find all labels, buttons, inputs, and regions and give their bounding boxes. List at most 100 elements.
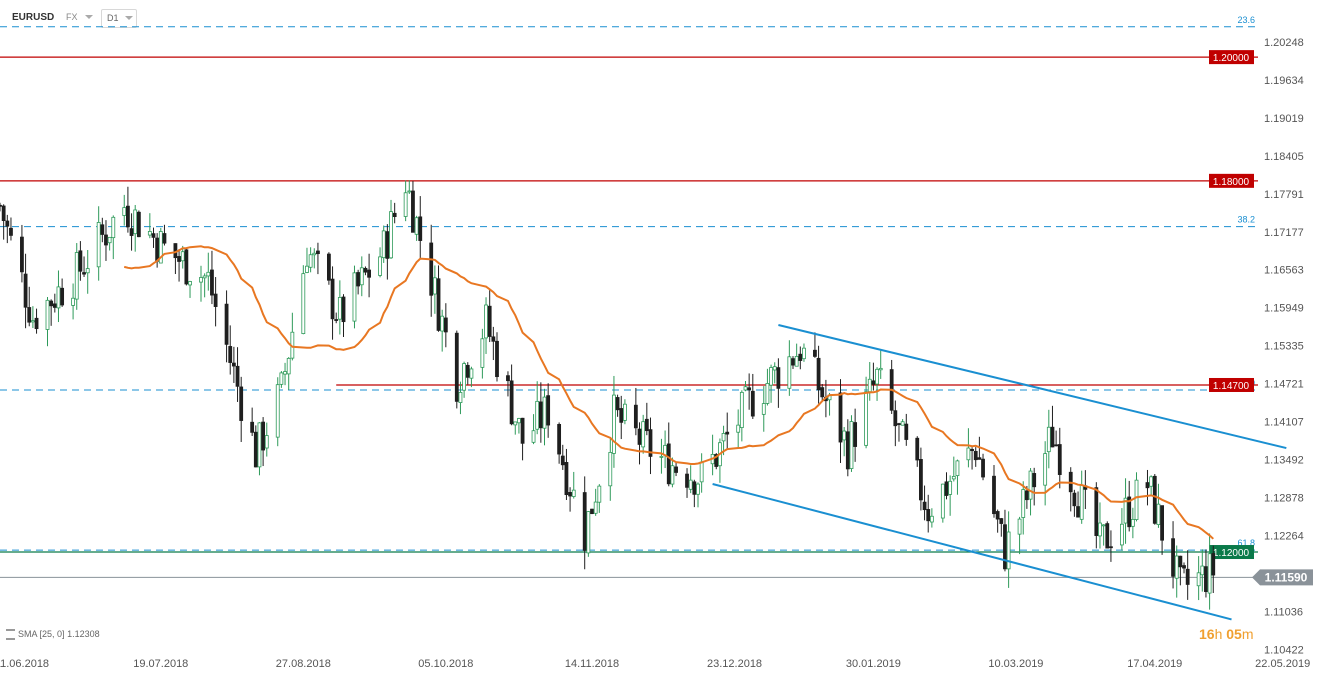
countdown-minutes-unit: m (1241, 626, 1254, 642)
candle-body (864, 391, 868, 446)
candle-body (992, 475, 996, 515)
candle-body (981, 458, 985, 478)
candle-body (973, 450, 978, 461)
candle-body (1119, 523, 1124, 546)
candle-body (1182, 565, 1186, 569)
candle-body (977, 457, 982, 460)
y-tick-label: 1.19634 (1264, 75, 1304, 87)
x-tick-label: 05.10.2018 (418, 658, 473, 670)
candle-body (484, 304, 488, 339)
candle-body (688, 479, 693, 490)
candle-body (356, 272, 361, 287)
candle-body (1046, 426, 1051, 453)
candle-body (432, 277, 437, 295)
candle-body (100, 224, 105, 235)
candle-body (590, 508, 594, 515)
candle-body (593, 501, 598, 514)
candle-body (224, 303, 229, 345)
candle-body (513, 421, 518, 426)
timeframe-selector[interactable]: D1 (101, 9, 137, 28)
candle-body (480, 338, 485, 368)
candle-body (341, 296, 346, 323)
candle-body (1200, 565, 1205, 576)
candle-body (104, 234, 108, 246)
candle-body (608, 452, 613, 487)
candle-body (871, 380, 876, 385)
y-tick-label: 1.12264 (1264, 531, 1304, 543)
candle-body (462, 363, 467, 391)
sma-indicator-legend[interactable]: SMA [25, 0] 1.12308 (6, 629, 100, 641)
candle-body (802, 347, 806, 360)
candle-body (1006, 531, 1011, 570)
candle-body (1171, 538, 1175, 577)
candle-body (1207, 553, 1212, 594)
candle-body (330, 278, 335, 320)
x-tick-label: 30.01.2019 (846, 658, 901, 670)
candle-body (1079, 484, 1084, 520)
candle-body (9, 227, 13, 236)
candle-body (1156, 503, 1161, 525)
x-tick-label: 23.12.2018 (707, 658, 762, 670)
candle-body (904, 423, 909, 440)
candle-body (20, 236, 24, 273)
candle-countdown: 16h 05m (1199, 626, 1254, 642)
candle-body (776, 367, 781, 389)
candle-body (411, 190, 415, 233)
candle-body (564, 462, 569, 496)
candle-body (184, 249, 189, 285)
x-tick-label: 17.04.2019 (1127, 658, 1182, 670)
candle-body (542, 396, 547, 429)
candle-body (407, 190, 412, 193)
candle-body (743, 386, 748, 391)
candle-body (1178, 555, 1183, 568)
source-selector[interactable]: FX (66, 12, 78, 22)
candle-body (301, 273, 306, 334)
candle-body (23, 273, 28, 308)
candle-body (1109, 546, 1113, 549)
candle-body (922, 501, 927, 511)
candle-body (381, 230, 386, 259)
candle-body (531, 430, 536, 443)
candle-body (1050, 426, 1055, 448)
x-tick-label: 19.07.2018 (133, 658, 188, 670)
y-tick-label: 1.20248 (1264, 37, 1304, 49)
candle-body (747, 387, 752, 391)
candle-body (487, 305, 492, 337)
candle-body (867, 378, 872, 393)
candles-group (0, 180, 1216, 610)
candle-body (389, 211, 393, 259)
current-price-tag (1252, 569, 1313, 586)
candle-body (1032, 473, 1037, 488)
level-tag-label: 1.18000 (1213, 177, 1250, 188)
candle-body (714, 454, 719, 467)
candle-body (615, 397, 620, 411)
candle-body (1072, 492, 1077, 507)
candle-body (571, 489, 576, 497)
symbol-label[interactable]: EURUSD (12, 12, 55, 23)
candle-body (750, 390, 755, 417)
candle-body (999, 518, 1004, 524)
level-tag-label: 1.20000 (1213, 53, 1250, 64)
candle-body (136, 211, 141, 238)
indicator-icon (6, 629, 15, 641)
candle-body (206, 271, 211, 277)
candle-body (5, 220, 10, 227)
fib-level-label: 38.2 (1237, 215, 1255, 225)
candle-body (202, 275, 207, 279)
candle-body (619, 408, 624, 423)
candle-body (429, 242, 434, 296)
level-tag (1209, 545, 1254, 560)
candle-body (312, 252, 317, 256)
candle-body (162, 233, 167, 244)
candle-body (633, 404, 638, 429)
source-dropdown-icon[interactable] (85, 15, 93, 19)
candle-body (1101, 524, 1106, 527)
candle-body (326, 253, 331, 281)
candle-body (111, 216, 116, 239)
y-tick-label: 1.12878 (1264, 493, 1304, 505)
candle-body (85, 268, 90, 274)
countdown-hours-unit: h (1214, 626, 1223, 642)
candle-body (440, 315, 445, 332)
candle-body (769, 367, 773, 386)
